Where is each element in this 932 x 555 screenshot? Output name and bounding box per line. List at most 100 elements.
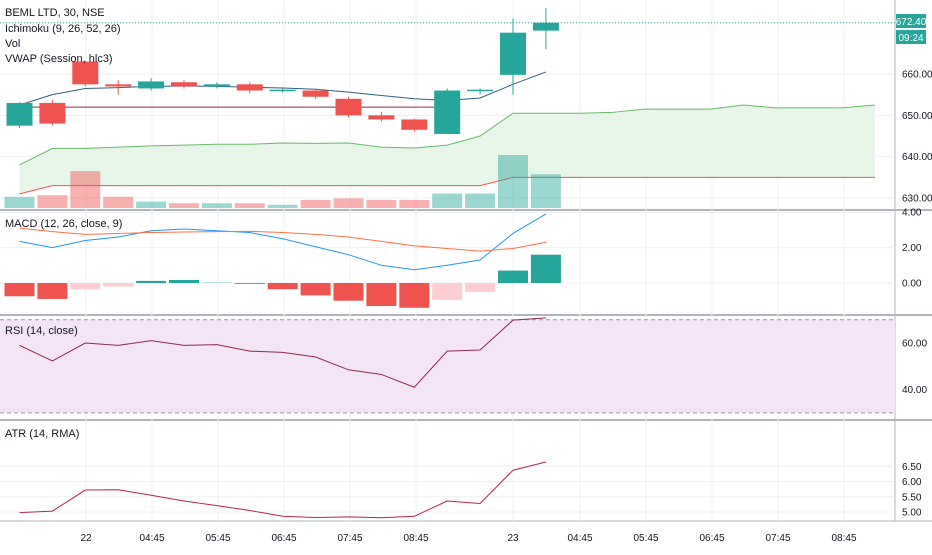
rsi-band	[0, 319, 895, 413]
volume-bar	[201, 203, 232, 208]
rsi-label[interactable]: RSI (14, close)	[5, 325, 78, 337]
candle-body	[6, 102, 33, 126]
candle-body	[335, 98, 362, 116]
macd-histogram-bar	[432, 283, 463, 300]
candle-body	[401, 119, 428, 130]
macd-histogram-bar	[465, 283, 496, 292]
time-tick-label: 06:45	[271, 533, 296, 544]
macd-histogram-bar	[4, 283, 35, 297]
price-tick-label: 650.00	[902, 111, 932, 122]
time-tick-label: 04:45	[567, 533, 592, 544]
price-tick-label: 660.00	[902, 70, 932, 81]
symbol-title: BEML LTD, 30, NSE	[5, 7, 105, 19]
macd-histogram-bar	[530, 254, 561, 283]
volume-bar	[70, 171, 101, 208]
indicator-ichimoku-label[interactable]: Ichimoku (9, 26, 52, 26)	[5, 23, 121, 35]
time-tick-label: 04:45	[139, 533, 164, 544]
atr-line	[19, 461, 547, 519]
volume-bar	[103, 196, 134, 208]
atr-tick-label: 6.50	[902, 462, 922, 473]
atr-tick-label: 6.00	[902, 477, 922, 488]
macd-label[interactable]: MACD (12, 26, close, 9)	[5, 218, 122, 230]
macd-histogram-bar	[267, 283, 298, 290]
rsi-tick-label: 40.00	[902, 385, 927, 396]
price-tick-label: 640.00	[902, 152, 932, 163]
volume-bar	[4, 196, 35, 208]
time-tick-label: 22	[80, 533, 92, 544]
volume-bar	[366, 199, 397, 208]
price-tick-label: 630.00	[902, 193, 932, 204]
atr-label[interactable]: ATR (14, RMA)	[5, 428, 79, 440]
volume-bar	[432, 193, 463, 208]
time-tick-label: 05:45	[633, 533, 658, 544]
candle-body	[203, 84, 230, 87]
cloud-fill	[19, 104, 875, 194]
volume-bar	[169, 203, 199, 208]
candle-body	[532, 22, 559, 31]
macd-histogram-bar	[136, 280, 167, 283]
time-tick-label: 05:45	[205, 533, 230, 544]
atr-pane[interactable]	[19, 461, 547, 519]
macd-histogram-bar	[201, 282, 232, 283]
indicator-vol-label[interactable]: Vol	[5, 38, 20, 50]
candle-body	[269, 89, 296, 92]
macd-histogram-bar	[37, 283, 68, 299]
volume-bar	[37, 195, 68, 208]
macd-histogram-bar	[234, 283, 265, 284]
pane-separator	[0, 419, 932, 421]
rsi-line	[19, 317, 546, 388]
time-axis[interactable]: 22 04:45 05:45 06:45 07:45 08:45 23 04:45 05:45 0…	[80, 533, 857, 544]
candlesticks[interactable]	[6, 7, 559, 134]
candle-body	[72, 61, 99, 85]
volume-bar	[300, 199, 331, 208]
candle-body	[105, 84, 132, 87]
ichimoku-cloud	[19, 104, 875, 195]
volume-bar	[399, 199, 430, 208]
indicator-vwap-label[interactable]: VWAP (Session, hlc3)	[5, 53, 113, 65]
macd-line	[19, 213, 547, 271]
candle-body	[138, 81, 165, 89]
grid-lines	[0, 0, 895, 521]
atr-tick-label: 5.50	[902, 492, 922, 503]
atr-tick-label: 5.00	[902, 508, 922, 519]
pane-separator	[0, 209, 932, 211]
macd-histogram-bar	[300, 283, 331, 296]
bar-countdown: 09:24	[898, 33, 923, 44]
time-tick-label: 08:45	[403, 533, 428, 544]
macd-histogram-bar	[103, 283, 134, 287]
time-tick-label: 07:45	[337, 533, 362, 544]
volume-bars	[4, 155, 561, 208]
volume-bar	[234, 203, 265, 208]
candle-body	[39, 102, 66, 124]
rsi-pane[interactable]	[0, 317, 895, 414]
volume-bar	[530, 174, 561, 208]
macd-histogram-bar	[70, 283, 101, 290]
volume-bar	[465, 193, 496, 208]
macd-histogram-bar	[169, 279, 199, 283]
time-tick-label: 06:45	[699, 533, 724, 544]
candle-body	[434, 90, 461, 134]
macd-histogram-bar	[399, 283, 430, 308]
macd-histogram-bar	[333, 283, 364, 301]
price-axis[interactable]: 630.00 640.00 650.00 660.00 0.00 2.00 4.00 40.0…	[902, 70, 932, 519]
leading-span-a	[19, 104, 875, 166]
signal-line	[19, 227, 546, 252]
time-tick-label: 08:45	[831, 533, 856, 544]
pane-separator	[0, 314, 932, 316]
volume-bar	[267, 204, 298, 208]
candle-body	[368, 115, 395, 120]
candle-body	[171, 82, 197, 87]
macd-tick-label: 4.00	[902, 208, 922, 219]
candle-body	[467, 89, 494, 92]
last-price-value: 672.40	[896, 17, 927, 28]
macd-pane[interactable]	[4, 213, 561, 308]
volume-bar	[136, 201, 167, 208]
countdown-tag	[896, 30, 926, 44]
time-tick-label: 23	[507, 533, 519, 544]
rsi-tick-label: 60.00	[902, 339, 927, 350]
volume-bar	[333, 198, 364, 208]
